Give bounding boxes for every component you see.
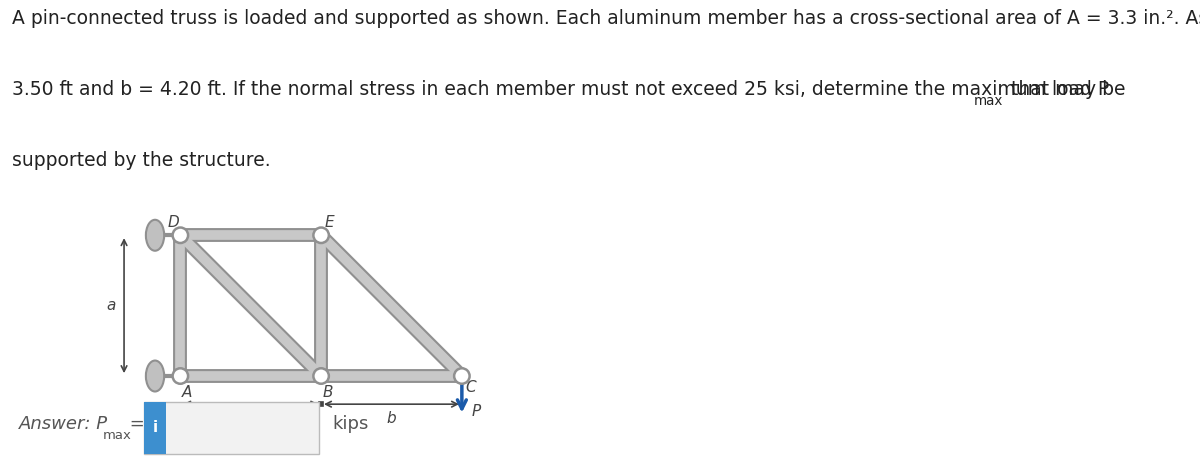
Circle shape	[454, 368, 469, 384]
Text: =: =	[125, 415, 145, 433]
Text: D: D	[168, 215, 179, 230]
Text: A: A	[182, 385, 192, 400]
Text: 3.50 ft and b = 4.20 ft. If the normal stress in each member must not exceed 25 : 3.50 ft and b = 4.20 ft. If the normal s…	[12, 80, 1109, 99]
Circle shape	[313, 368, 329, 384]
Text: max: max	[102, 429, 131, 442]
Text: i: i	[152, 420, 157, 435]
Text: supported by the structure.: supported by the structure.	[12, 151, 271, 170]
Circle shape	[313, 227, 329, 243]
FancyBboxPatch shape	[144, 402, 319, 454]
Text: P: P	[472, 404, 481, 418]
Text: E: E	[325, 215, 335, 230]
FancyBboxPatch shape	[144, 402, 166, 454]
Text: kips: kips	[332, 415, 368, 433]
Text: A pin-connected truss is loaded and supported as shown. Each aluminum member has: A pin-connected truss is loaded and supp…	[12, 9, 1200, 28]
Text: Answer: P: Answer: P	[19, 415, 108, 433]
Text: b: b	[246, 411, 256, 426]
Text: B: B	[323, 385, 334, 400]
Text: max: max	[973, 94, 1003, 108]
Circle shape	[173, 227, 188, 243]
Ellipse shape	[146, 220, 164, 251]
Ellipse shape	[146, 360, 164, 392]
Text: C: C	[466, 380, 475, 395]
Text: b: b	[386, 411, 396, 426]
Text: that may be: that may be	[1004, 80, 1126, 99]
Circle shape	[173, 368, 188, 384]
Text: a: a	[107, 298, 116, 313]
